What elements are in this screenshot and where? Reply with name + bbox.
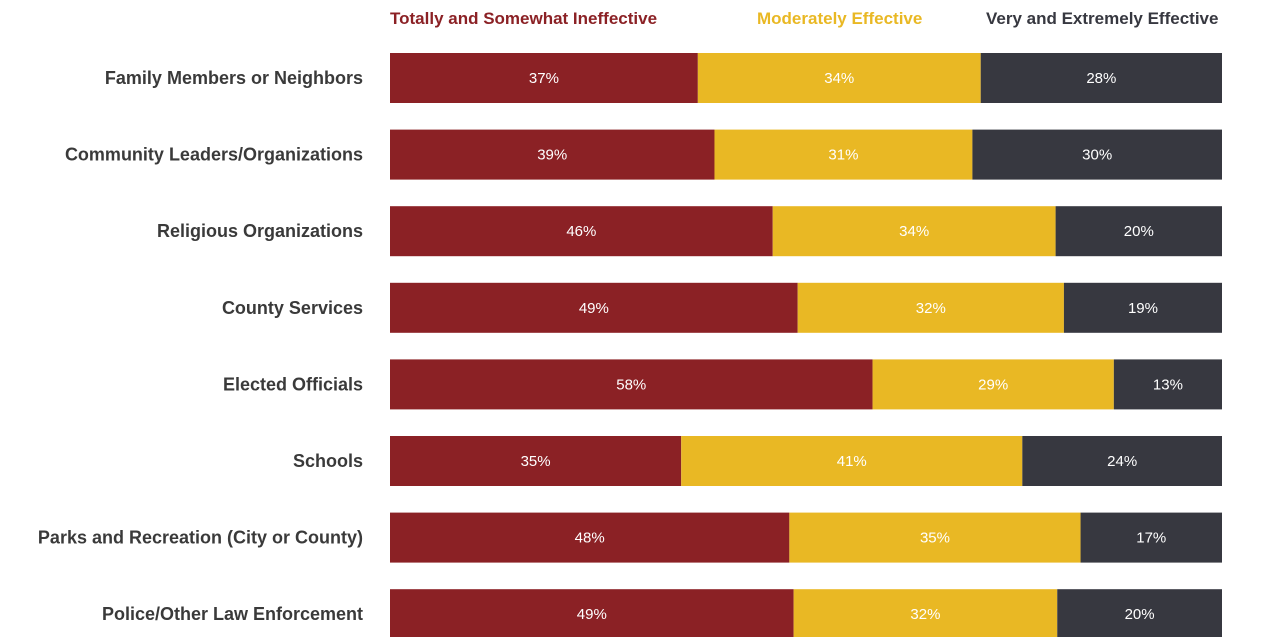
data-label: 35%	[920, 530, 950, 547]
bar-segment	[1113, 359, 1222, 410]
bar-segment	[772, 206, 1056, 257]
data-label: 48%	[575, 530, 605, 547]
data-label: 58%	[616, 376, 646, 393]
category-label: Parks and Recreation (City or County)	[38, 528, 363, 548]
bar-segment	[390, 512, 790, 563]
legend: Totally and Somewhat Ineffective Moderate…	[390, 9, 1218, 28]
bar-segment	[390, 206, 773, 257]
data-label: 24%	[1107, 453, 1137, 470]
data-label: 20%	[1124, 223, 1154, 240]
data-label: 46%	[566, 223, 596, 240]
bar-segment	[714, 129, 973, 180]
data-label: 49%	[579, 300, 609, 317]
data-label: 32%	[910, 606, 940, 623]
bar-segment	[390, 282, 798, 333]
data-label: 28%	[1086, 70, 1116, 87]
data-label: 17%	[1136, 530, 1166, 547]
bar-segment	[681, 436, 1023, 486]
category-label: County Services	[222, 298, 363, 318]
legend-item-2: Moderately Effective	[757, 9, 922, 28]
bar-segment	[1063, 282, 1222, 333]
bar-segment	[390, 436, 682, 486]
data-label: 34%	[899, 223, 929, 240]
data-label: 30%	[1082, 147, 1112, 164]
data-label: 13%	[1153, 376, 1183, 393]
bar-segment	[1055, 206, 1222, 257]
bar-segment	[793, 589, 1058, 637]
bar-segment	[390, 589, 794, 637]
category-labels: Family Members or Neighbors Community Lea…	[38, 68, 363, 624]
bar-segment	[789, 512, 1081, 563]
category-label: Family Members or Neighbors	[105, 68, 363, 88]
data-label: 41%	[837, 453, 867, 470]
bar-segment	[697, 53, 981, 103]
data-label: 37%	[529, 70, 559, 87]
bar-row: 46% 34% 20%	[390, 206, 1222, 257]
bar-row: 39% 31% 30%	[390, 129, 1222, 180]
data-label: 35%	[521, 453, 551, 470]
legend-item-3: Very and Extremely Effective	[986, 9, 1218, 28]
data-label: 29%	[978, 376, 1008, 393]
bar-row: 49% 32% 20%	[390, 589, 1222, 637]
bar-row: 58% 29% 13%	[390, 359, 1222, 410]
bar-row: 37% 34% 28%	[390, 53, 1222, 103]
category-label: Religious Organizations	[157, 221, 363, 241]
category-label: Police/Other Law Enforcement	[102, 604, 363, 624]
category-label: Schools	[293, 451, 363, 471]
data-label: 31%	[828, 147, 858, 164]
category-label: Community Leaders/Organizations	[65, 145, 363, 165]
bar-segment	[972, 129, 1222, 180]
bars: 37% 34% 28% 39% 31% 30% 46% 34% 20% 49% 32% 19% 58% 2…	[390, 53, 1222, 637]
bar-segment	[390, 129, 715, 180]
bar-segment	[390, 359, 873, 410]
data-label: 39%	[537, 147, 567, 164]
bar-segment	[1080, 512, 1222, 563]
data-label: 19%	[1128, 300, 1158, 317]
bar-segment	[1057, 589, 1222, 637]
bar-segment	[980, 53, 1222, 103]
bar-row: 48% 35% 17%	[390, 512, 1222, 563]
category-label: Elected Officials	[223, 374, 363, 394]
bar-segment	[797, 282, 1064, 333]
data-label: 32%	[916, 300, 946, 317]
data-label: 49%	[577, 606, 607, 623]
bar-row: 49% 32% 19%	[390, 282, 1222, 333]
data-label: 20%	[1125, 606, 1155, 623]
bar-segment	[390, 53, 698, 103]
legend-item-1: Totally and Somewhat Ineffective	[390, 9, 657, 28]
bar-segment	[1022, 436, 1222, 486]
data-label: 34%	[824, 70, 854, 87]
bar-segment	[872, 359, 1114, 410]
bar-row: 35% 41% 24%	[390, 436, 1222, 486]
